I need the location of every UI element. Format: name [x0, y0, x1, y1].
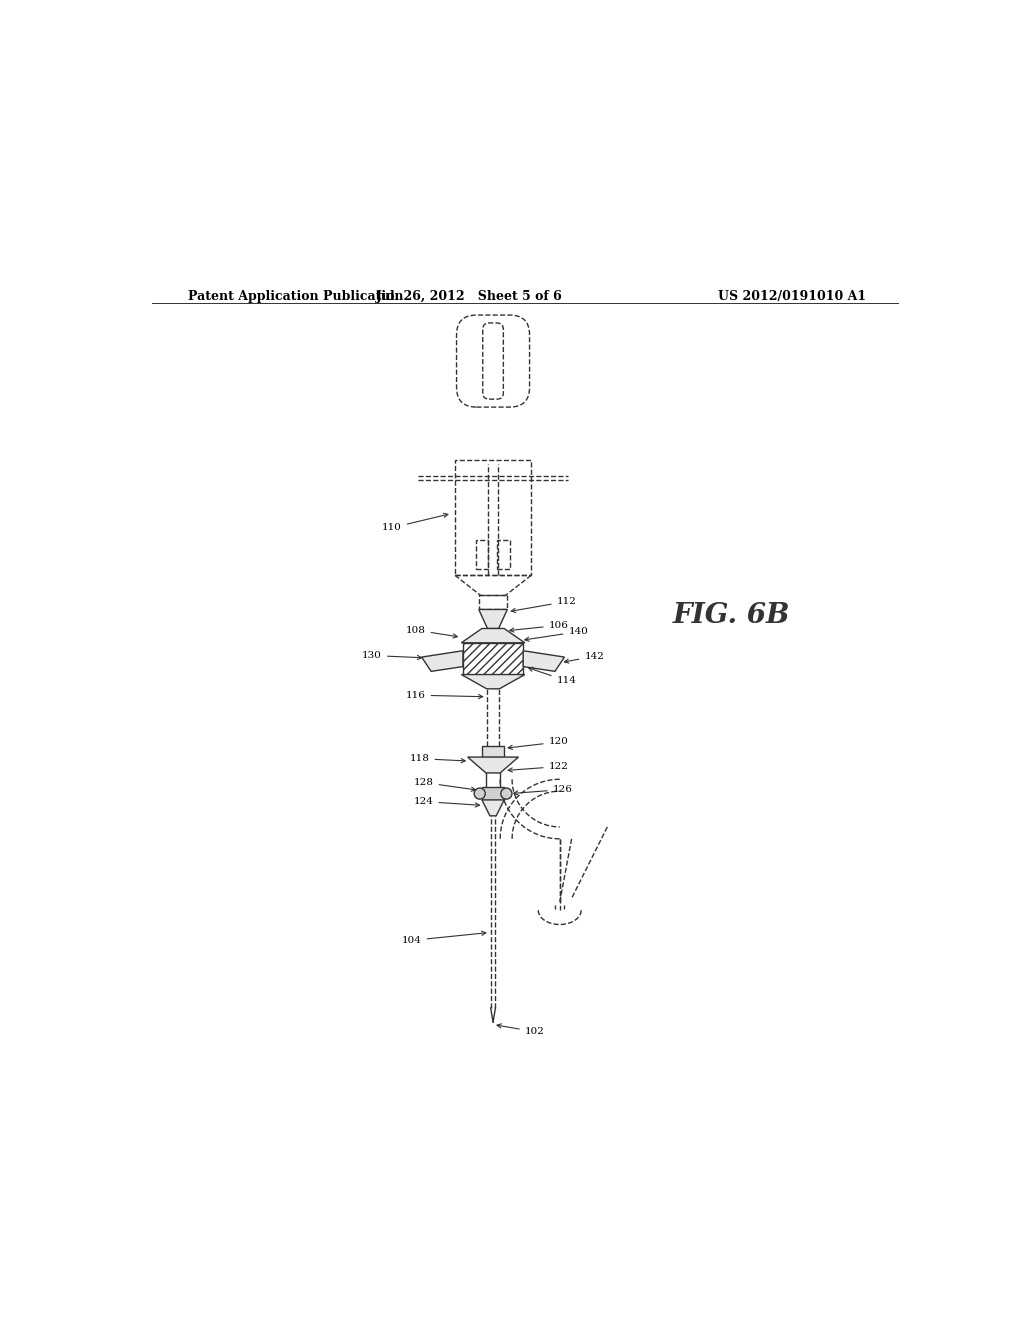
- Text: Patent Application Publication: Patent Application Publication: [187, 289, 403, 302]
- Text: US 2012/0191010 A1: US 2012/0191010 A1: [718, 289, 866, 302]
- Text: 104: 104: [401, 931, 485, 945]
- Polygon shape: [463, 643, 523, 675]
- Circle shape: [474, 788, 485, 799]
- Text: 108: 108: [406, 626, 458, 638]
- Text: 110: 110: [382, 513, 447, 532]
- Polygon shape: [422, 651, 463, 672]
- Polygon shape: [482, 746, 504, 758]
- Text: 140: 140: [525, 627, 589, 642]
- Polygon shape: [482, 787, 504, 800]
- Polygon shape: [479, 610, 507, 628]
- Text: 122: 122: [508, 762, 568, 772]
- Polygon shape: [462, 628, 524, 643]
- Text: 126: 126: [514, 785, 572, 795]
- Text: 116: 116: [406, 690, 482, 700]
- Text: Jul. 26, 2012   Sheet 5 of 6: Jul. 26, 2012 Sheet 5 of 6: [376, 289, 562, 302]
- Circle shape: [501, 788, 512, 799]
- Text: 128: 128: [414, 777, 475, 791]
- Polygon shape: [462, 675, 524, 689]
- Text: 142: 142: [564, 652, 604, 663]
- Polygon shape: [468, 758, 518, 774]
- Polygon shape: [482, 800, 504, 816]
- Text: 124: 124: [414, 797, 479, 807]
- Text: 130: 130: [362, 651, 422, 660]
- Text: 118: 118: [410, 754, 465, 763]
- Text: 112: 112: [511, 597, 577, 612]
- Text: 106: 106: [510, 620, 568, 632]
- Polygon shape: [523, 651, 564, 672]
- Text: 114: 114: [528, 668, 577, 685]
- Text: 102: 102: [497, 1024, 545, 1036]
- Text: 120: 120: [508, 738, 568, 750]
- Text: FIG. 6B: FIG. 6B: [673, 602, 790, 628]
